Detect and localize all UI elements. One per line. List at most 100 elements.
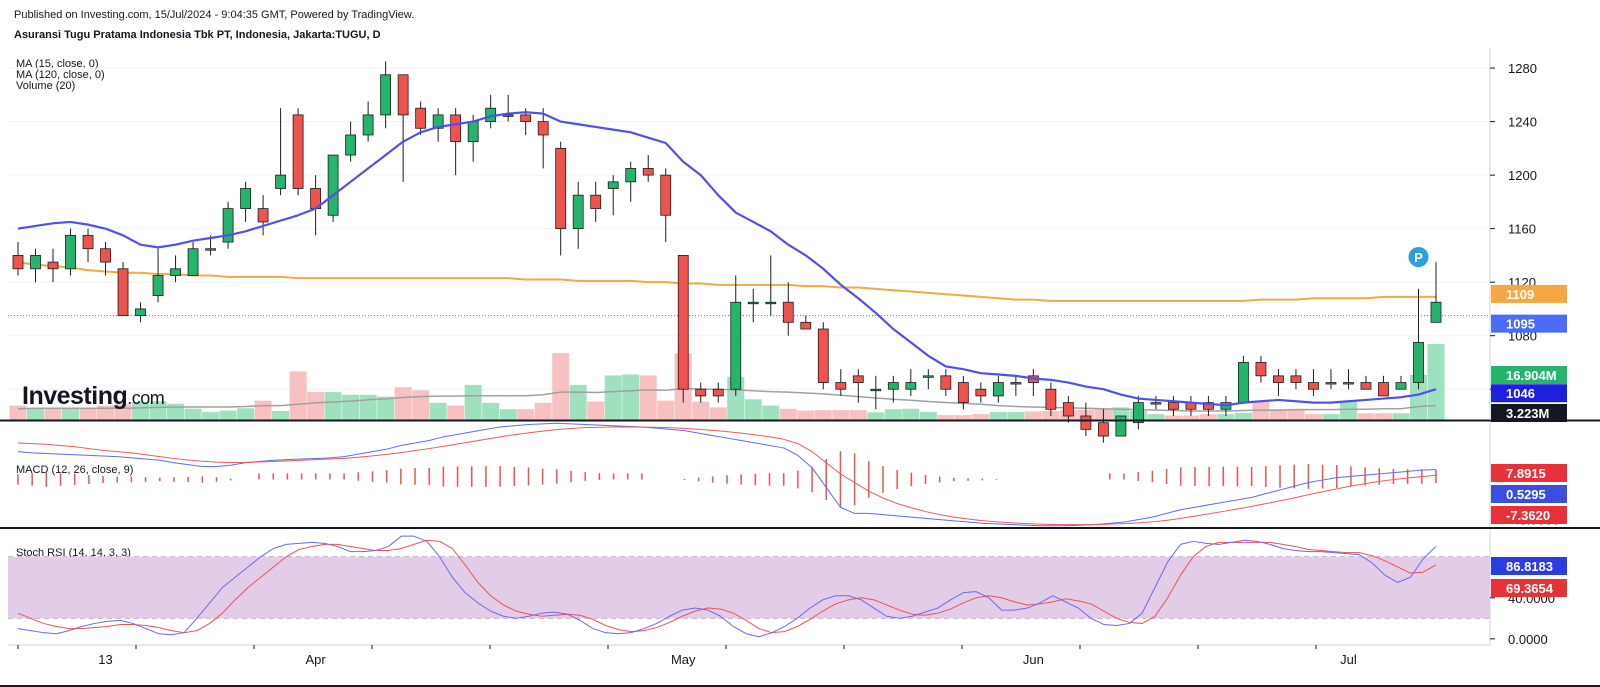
legend-stoch-rsi[interactable]: Stoch RSI (14, 14, 3, 3) — [16, 547, 131, 559]
candle-body — [292, 114, 304, 189]
candle — [1150, 395, 1162, 410]
candle — [1308, 369, 1319, 396]
price-badge: 0.5295 — [1491, 485, 1567, 503]
candle — [537, 108, 549, 169]
candle-body — [205, 248, 216, 251]
candle-body — [1080, 415, 1092, 430]
volume-bar — [989, 411, 1007, 420]
candle-body — [660, 174, 672, 216]
candle — [362, 101, 374, 142]
candle-body — [852, 375, 864, 383]
legend-ma120[interactable]: MA (120, close, 0) — [16, 69, 105, 81]
macd-signal-line — [17, 426, 1437, 526]
candle-body — [817, 328, 829, 383]
price-badge-bg — [1491, 579, 1567, 597]
candle — [660, 168, 672, 243]
price-badge: 1095 — [1491, 314, 1567, 333]
candle — [275, 108, 286, 196]
candle-body — [47, 261, 59, 270]
price-badge-label: 16.904M — [1506, 368, 1557, 383]
candle-body — [117, 268, 129, 317]
volume-bar — [1182, 415, 1200, 420]
candle — [100, 242, 111, 276]
volume-bar — [657, 400, 675, 420]
candle-body — [1308, 382, 1319, 390]
candle-body — [537, 121, 549, 136]
candle-body — [82, 234, 94, 250]
candle — [397, 74, 409, 182]
volume-bar — [1217, 414, 1235, 420]
volume-bar — [254, 400, 272, 420]
candle — [1290, 369, 1302, 390]
stoch-band — [8, 556, 1490, 619]
volume-bar — [219, 410, 237, 420]
volume-bar — [1199, 414, 1217, 420]
candle — [695, 382, 707, 403]
candle — [1273, 369, 1284, 396]
candle-body — [957, 382, 969, 404]
candle — [117, 262, 129, 317]
volume-bar — [762, 405, 780, 420]
candle-body — [257, 208, 269, 223]
volume-bar — [1164, 415, 1182, 420]
candle-body — [1045, 388, 1057, 410]
price-badges: 1109 1095 1046 16.904M 3.223M 7.8915 0.5295 -7.… — [1491, 284, 1567, 597]
candle-body — [730, 301, 742, 390]
candle — [607, 175, 619, 216]
candle — [800, 315, 812, 330]
price-badge: -7.3620 — [1491, 506, 1567, 524]
candle-body — [275, 174, 286, 189]
candle — [292, 108, 304, 196]
y-tick-label: 1240 — [1508, 115, 1537, 130]
candle-body — [1062, 402, 1074, 417]
volume-bar — [709, 407, 727, 420]
candle-body — [765, 301, 777, 305]
volume-bar — [1357, 413, 1375, 420]
candle — [257, 195, 269, 236]
price-badge: 86.8183 — [1491, 557, 1567, 575]
legend-ma15[interactable]: MA (15, close, 0) — [16, 58, 99, 70]
volume-bar — [849, 410, 867, 420]
candle-body — [152, 275, 164, 296]
candle — [852, 369, 864, 403]
volume-bar — [1427, 343, 1445, 420]
volume-bar — [972, 414, 990, 420]
candle-body — [1360, 382, 1372, 390]
volume-bar — [447, 405, 465, 420]
price-badge: 3.223M — [1491, 404, 1567, 422]
volume-bars — [9, 343, 1445, 420]
legend-volume[interactable]: Volume (20) — [16, 80, 76, 92]
y-tick-label: 1280 — [1508, 61, 1537, 76]
investing-logo: Investing.com — [22, 382, 165, 411]
candle — [712, 382, 724, 403]
candle — [555, 141, 567, 256]
volume-bar — [884, 409, 902, 420]
volume-bar — [954, 415, 972, 420]
ma120-line — [17, 261, 1436, 302]
candle-body — [905, 382, 917, 390]
candle-body — [380, 74, 392, 116]
candle — [152, 248, 164, 303]
volume-bar — [1339, 401, 1357, 420]
volume-bar — [97, 405, 115, 420]
candle-body — [170, 268, 181, 276]
x-axis-labels: 13 Apr May Jun Jul — [17, 645, 1357, 667]
candle — [887, 375, 899, 403]
candle-body — [887, 382, 899, 390]
candle — [1132, 395, 1144, 430]
volume-ma-line — [17, 387, 1437, 412]
x-tick-label: May — [671, 652, 696, 667]
candle — [187, 242, 199, 276]
legend-macd[interactable]: MACD (12, 26, close, 9) — [16, 464, 134, 476]
price-badge-bg — [1491, 506, 1567, 524]
y-tick-label: 0.0000 — [1508, 632, 1548, 647]
candle — [957, 375, 969, 410]
volume-bar — [132, 402, 150, 420]
candle-body — [1378, 382, 1389, 397]
ma15-line — [17, 111, 1437, 407]
candle-body — [800, 321, 812, 330]
candle — [1378, 375, 1389, 397]
p-marker-icon[interactable]: P — [1408, 247, 1429, 267]
candle — [1360, 375, 1372, 390]
